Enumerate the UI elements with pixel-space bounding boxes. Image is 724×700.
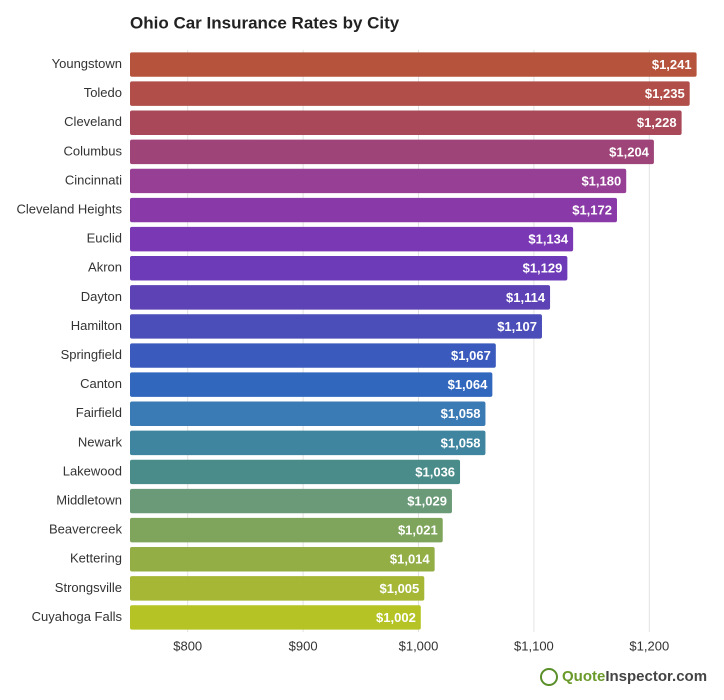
bar (130, 459, 461, 485)
bar (130, 226, 574, 252)
y-tick-label: Cleveland Heights (16, 201, 122, 216)
value-label: $1,058 (441, 406, 481, 421)
value-label: $1,005 (380, 581, 420, 596)
value-label: $1,036 (415, 464, 455, 479)
y-tick-label: Lakewood (63, 463, 122, 478)
value-label: $1,129 (523, 261, 563, 276)
x-tick-label: $1,100 (514, 638, 554, 653)
value-label: $1,002 (376, 610, 416, 625)
x-tick-label: $800 (173, 638, 202, 653)
bar (130, 256, 568, 281)
y-tick-label: Dayton (81, 289, 122, 304)
bar (130, 81, 690, 106)
value-label: $1,134 (528, 232, 569, 247)
bar (130, 197, 617, 223)
bar (130, 430, 486, 456)
value-label: $1,021 (398, 523, 438, 538)
chart-title: Ohio Car Insurance Rates by City (130, 13, 400, 32)
y-tick-label: Cuyahoga Falls (32, 609, 123, 624)
y-tick-label: Youngstown (52, 56, 122, 71)
y-tick-label: Canton (80, 376, 122, 391)
x-tick-label: $1,000 (399, 638, 439, 653)
y-tick-label: Akron (88, 260, 122, 275)
bar (130, 110, 682, 135)
y-tick-label: Cincinnati (65, 172, 122, 187)
bar (130, 488, 452, 514)
bar (130, 517, 443, 543)
bar (130, 52, 697, 77)
value-label: $1,107 (497, 319, 537, 334)
bar (130, 285, 551, 310)
value-label: $1,067 (451, 348, 491, 363)
x-tick-label: $900 (289, 638, 318, 653)
y-tick-label: Columbus (63, 143, 122, 158)
value-label: $1,014 (390, 552, 431, 567)
value-label: $1,204 (609, 144, 650, 159)
value-label: $1,058 (441, 435, 481, 450)
x-tick-label: $1,200 (629, 638, 669, 653)
value-label: $1,064 (448, 377, 489, 392)
y-tick-label: Toledo (84, 85, 122, 100)
y-tick-label: Hamilton (71, 318, 122, 333)
bar (130, 372, 493, 397)
bar (130, 139, 654, 165)
y-tick-label: Middletown (56, 492, 122, 507)
y-tick-label: Fairfield (76, 405, 122, 420)
watermark-part: Inspector.com (605, 668, 707, 685)
value-label: $1,228 (637, 115, 677, 130)
bar (130, 547, 435, 572)
bar (130, 401, 486, 426)
value-label: $1,114 (506, 290, 546, 305)
y-tick-label: Springfield (61, 347, 122, 362)
value-label: $1,241 (652, 57, 692, 72)
value-label: $1,180 (581, 173, 621, 188)
watermark-icon (540, 668, 558, 686)
watermark-text: QuoteInspector.com (562, 668, 707, 685)
bar (130, 343, 496, 368)
y-tick-label: Newark (78, 434, 123, 449)
y-tick-label: Beavercreek (49, 522, 122, 537)
bar (130, 576, 425, 601)
bar (130, 605, 421, 630)
bar (130, 314, 542, 339)
watermark: QuoteInspector.com (540, 668, 707, 686)
bar (130, 168, 627, 194)
value-label: $1,029 (407, 493, 447, 508)
y-tick-label: Strongsville (55, 580, 122, 595)
y-tick-label: Cleveland (64, 114, 122, 129)
y-tick-label: Kettering (70, 551, 122, 566)
value-label: $1,172 (572, 202, 612, 217)
value-label: $1,235 (645, 86, 685, 101)
y-tick-label: Euclid (87, 231, 122, 246)
watermark-part: Quote (562, 668, 605, 685)
